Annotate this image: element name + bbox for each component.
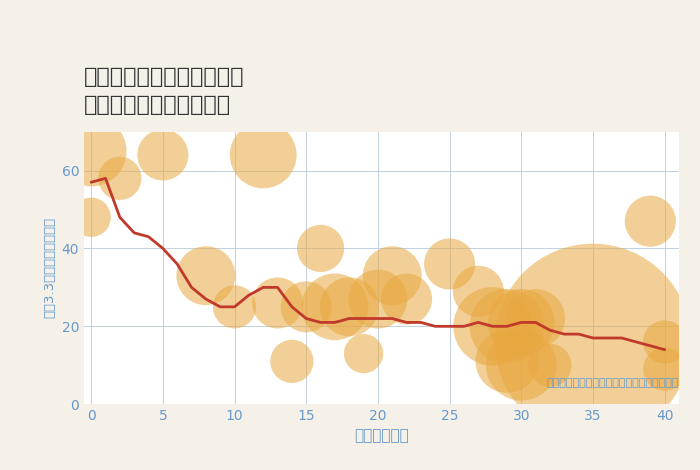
Point (473, 288, 484, 295)
Point (286, 358, 297, 365)
Point (344, 303, 355, 311)
Point (530, 315, 541, 322)
Point (516, 319, 527, 326)
Point (200, 272, 211, 280)
Text: 円の大きさは、取引のあった物件面積を示す: 円の大きさは、取引のあった物件面積を示す (547, 378, 679, 388)
Point (444, 260, 455, 268)
Point (659, 338, 671, 345)
Point (386, 272, 398, 280)
Point (587, 338, 598, 345)
Point (300, 303, 312, 311)
Point (315, 245, 326, 252)
Point (258, 151, 269, 159)
Point (516, 361, 527, 369)
Point (645, 218, 656, 225)
Point (229, 303, 240, 311)
Point (85, 147, 97, 155)
Point (372, 295, 384, 303)
Point (401, 295, 412, 303)
Point (545, 361, 556, 369)
Point (272, 299, 284, 307)
Point (358, 350, 369, 357)
Point (659, 365, 671, 373)
Point (329, 303, 340, 311)
X-axis label: 築年数（年）: 築年数（年） (354, 429, 409, 444)
Point (487, 322, 498, 330)
Point (114, 174, 125, 182)
Y-axis label: 坪（3.3㎡）単価（万円）: 坪（3.3㎡）単価（万円） (43, 217, 56, 319)
Point (501, 322, 512, 330)
Point (501, 358, 512, 365)
Point (158, 151, 169, 159)
Point (85, 213, 97, 221)
Text: 兵庫県豊岡市出石町宵田の
築年数別中古戸建て価格: 兵庫県豊岡市出石町宵田の 築年数別中古戸建て価格 (84, 67, 244, 115)
